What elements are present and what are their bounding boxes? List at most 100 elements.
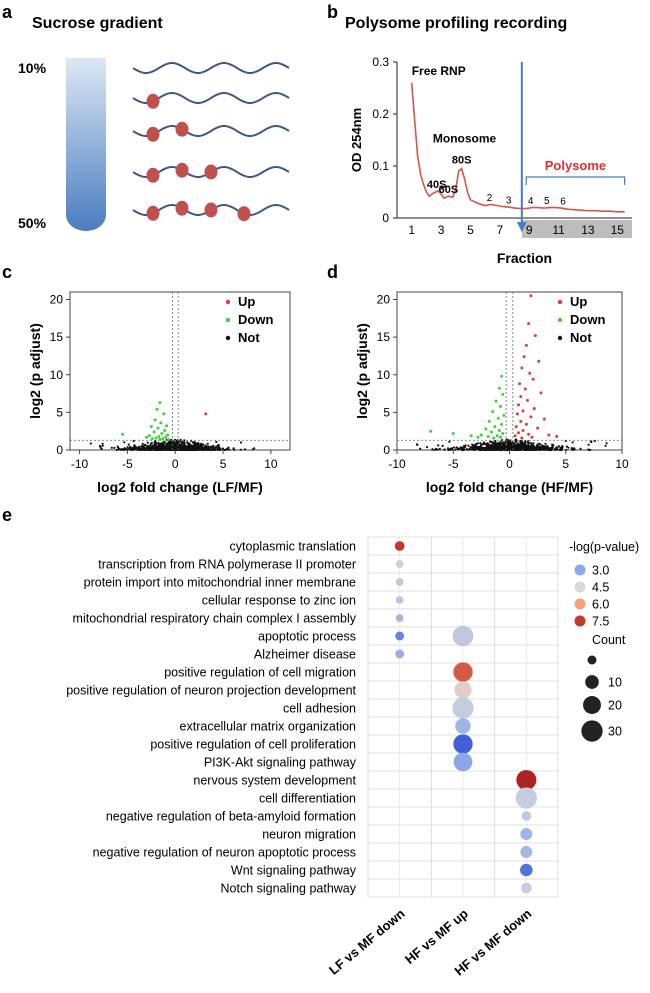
up-point	[524, 422, 528, 426]
size-legend-marker	[585, 675, 599, 689]
annotation-label: 60S	[439, 184, 459, 196]
not-point	[182, 444, 185, 448]
x-tick-label: 10	[615, 457, 629, 471]
not-point	[474, 447, 477, 450]
not-point	[144, 443, 147, 446]
volcano-plot-hf-mf: -10 -5 0 5 10 0 5 10 15 20 log2 (p adjust) log2 fol…	[354, 291, 629, 495]
term-label: mitochondrial respiratory chain complex …	[73, 612, 357, 626]
not-point	[546, 445, 549, 448]
y-tick-label: 0.2	[372, 107, 389, 121]
not-point	[206, 442, 209, 445]
not-point	[178, 440, 182, 443]
not-point	[527, 440, 530, 443]
term-label: Wnt signaling pathway	[231, 864, 357, 878]
not-point	[243, 448, 247, 451]
not-point	[181, 440, 184, 443]
term-label: PI3K-Akt signaling pathway	[204, 756, 357, 770]
not-point	[557, 445, 560, 448]
not-point	[127, 448, 130, 451]
y-tick-label: 20	[50, 293, 64, 307]
ribosome	[146, 93, 160, 109]
not-point	[151, 444, 155, 447]
y-axis-label: log2 (p adjust)	[354, 323, 370, 419]
color-legend-swatch	[574, 598, 586, 610]
not-point	[188, 442, 191, 445]
not-point	[169, 448, 172, 451]
not-point	[123, 441, 126, 444]
color-legend-label: 3.0	[592, 564, 609, 578]
down-point	[479, 433, 483, 437]
not-point	[516, 446, 519, 449]
term-label: cellular response to zinc ion	[202, 594, 356, 608]
not-point	[520, 442, 523, 445]
panel-a: a Sucrose gradient 10% 50%	[2, 2, 290, 231]
not-point	[431, 448, 434, 451]
down-point	[497, 386, 501, 390]
not-point	[206, 447, 209, 450]
down-point	[487, 419, 491, 423]
down-point	[166, 433, 170, 437]
not-point	[164, 447, 168, 451]
not-point	[532, 444, 535, 448]
not-point	[515, 438, 518, 441]
up-point	[515, 412, 519, 416]
down-point	[157, 434, 161, 438]
up-point	[531, 377, 535, 381]
not-point	[190, 448, 193, 451]
not-point	[113, 446, 116, 449]
od-curve	[410, 82, 625, 213]
not-point	[587, 443, 590, 446]
down-point	[501, 392, 505, 396]
not-point	[516, 444, 519, 447]
not-point	[452, 446, 455, 449]
not-point	[506, 448, 509, 451]
y-tick-label: 10	[377, 368, 391, 382]
panel-d: d -10 -5 0 5 10 0 5 10 15 20 log2 (p adjust) log2 f…	[327, 262, 629, 495]
not-point	[544, 442, 547, 445]
down-point	[469, 434, 473, 438]
not-point	[149, 446, 152, 449]
enrichment-bubble	[520, 863, 533, 877]
not-point	[202, 446, 205, 450]
down-point	[161, 437, 165, 441]
size-legend-marker	[587, 655, 597, 665]
not-point	[135, 446, 138, 449]
not-point	[590, 440, 593, 443]
not-point	[524, 440, 527, 443]
not-point	[179, 438, 182, 441]
down-point	[164, 435, 168, 439]
x-tick-label: 5	[467, 223, 474, 237]
not-point	[497, 448, 500, 451]
down-point	[490, 430, 493, 434]
not-point	[189, 444, 192, 447]
down-point	[492, 436, 496, 440]
enrichment-bubble	[521, 882, 532, 894]
not-point	[604, 444, 607, 447]
not-point	[587, 448, 590, 451]
not-point	[567, 446, 570, 449]
not-point	[535, 448, 538, 451]
not-point	[122, 448, 125, 452]
not-point	[146, 441, 149, 444]
ribosome	[204, 164, 218, 180]
not-point	[605, 442, 608, 445]
not-point	[459, 446, 462, 449]
not-point	[212, 444, 215, 447]
not-point	[573, 447, 576, 450]
ribosome	[237, 206, 251, 222]
size-legend-marker	[583, 696, 601, 714]
up-point	[513, 434, 517, 438]
up-point	[528, 371, 532, 375]
not-point	[239, 448, 242, 451]
enrichment-bubble	[395, 578, 404, 586]
color-legend-swatch	[574, 564, 586, 576]
down-point	[499, 435, 502, 439]
not-point	[149, 448, 152, 451]
not-point	[193, 445, 196, 449]
down-point	[500, 374, 504, 378]
not-point	[210, 446, 213, 449]
mrna-wave	[132, 125, 290, 137]
term-label: positive regulation of cell proliferatio…	[150, 738, 356, 752]
not-point	[159, 442, 162, 445]
y-tick-label: 15	[50, 330, 64, 344]
